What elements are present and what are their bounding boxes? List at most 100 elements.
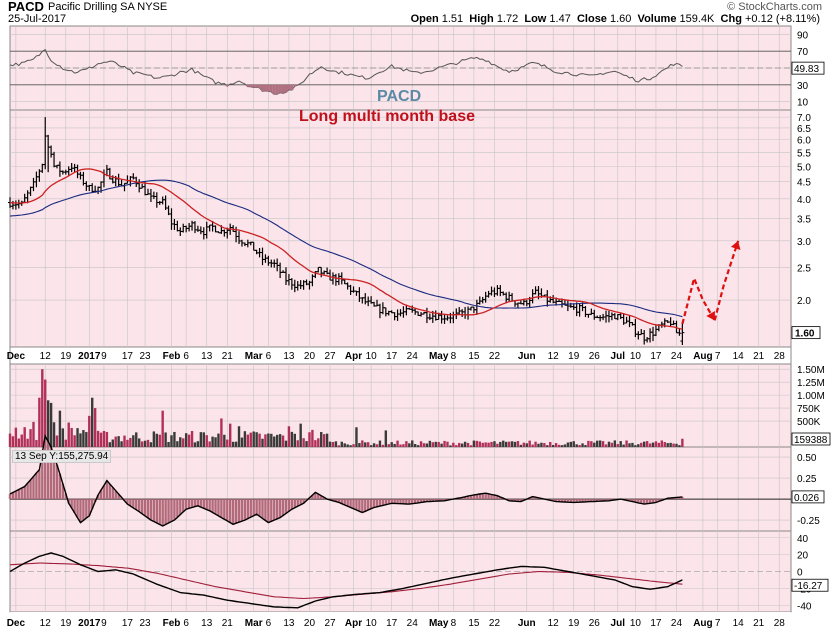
volume-bar bbox=[449, 445, 452, 447]
volume-bar bbox=[390, 442, 393, 447]
volume-bar bbox=[305, 441, 308, 447]
macdl-last-tag bbox=[791, 578, 829, 592]
volume-bar bbox=[46, 400, 50, 447]
date-label-6: 23 bbox=[139, 351, 151, 362]
volume-bar bbox=[179, 437, 182, 447]
volume-bar bbox=[593, 442, 596, 447]
date-label-12: 6 bbox=[266, 351, 272, 362]
volume-bar bbox=[214, 437, 217, 447]
volume-bar bbox=[422, 443, 426, 447]
volume-bar bbox=[17, 438, 21, 447]
volume-bar bbox=[82, 430, 85, 447]
volume-bar bbox=[193, 442, 197, 447]
volume-bar bbox=[364, 442, 367, 447]
volume-bar bbox=[446, 441, 449, 447]
date-label-bottom-25: 12 bbox=[548, 618, 560, 629]
chart-date: 25-Jul-2017 bbox=[8, 13, 67, 25]
price-tick-6: 5.0 bbox=[797, 162, 811, 173]
annotation-note: Long multi month base bbox=[299, 108, 475, 125]
date-label-24: Jun bbox=[518, 351, 536, 362]
date-label-bottom-0: Dec bbox=[7, 618, 26, 629]
date-label-13: 13 bbox=[283, 351, 295, 362]
volume-bar bbox=[258, 433, 261, 447]
date-label-bottom-21: 8 bbox=[451, 618, 457, 629]
volume-bar bbox=[223, 434, 226, 447]
volume-bar bbox=[540, 442, 543, 447]
volume-bar bbox=[38, 397, 41, 447]
volume-bar bbox=[284, 440, 288, 447]
volume-bar bbox=[76, 428, 79, 447]
volume-bar bbox=[590, 441, 593, 447]
volume-bar bbox=[496, 443, 499, 447]
volume-bar bbox=[143, 440, 147, 447]
date-label-19: 24 bbox=[407, 351, 419, 362]
close-label: Close bbox=[576, 13, 607, 25]
volume-bar bbox=[44, 379, 47, 447]
volume-bar bbox=[519, 444, 523, 447]
macd-tick-2: 0.25 bbox=[797, 474, 817, 485]
date-label-bottom-8: 6 bbox=[183, 618, 189, 629]
rsi-tick-1: 30 bbox=[797, 81, 809, 92]
volume-label: Volume bbox=[637, 13, 677, 25]
volume-bar bbox=[176, 441, 179, 447]
rsi-line bbox=[9, 48, 683, 95]
volume-bar bbox=[534, 441, 537, 447]
price-tick-4: 4.0 bbox=[797, 195, 811, 206]
volume-bar bbox=[184, 433, 188, 447]
volume-bar bbox=[440, 443, 443, 447]
close-value: 1.60 bbox=[610, 13, 632, 25]
volume-bar bbox=[487, 442, 490, 447]
volume-bar bbox=[566, 442, 570, 447]
volume-tick-0: 500K bbox=[797, 417, 821, 428]
price-tick-1: 2.5 bbox=[797, 263, 811, 274]
date-label-bottom-29: 10 bbox=[630, 618, 642, 629]
volume-bar bbox=[275, 434, 279, 447]
volume-bar bbox=[619, 441, 622, 447]
date-label-16: Apr bbox=[345, 351, 362, 362]
hover-tooltip: 13 Sep Y:155,275.94 bbox=[12, 450, 112, 463]
volume-bar bbox=[478, 441, 481, 447]
volume-tick-1: 750K bbox=[797, 404, 821, 415]
volume-bar bbox=[666, 443, 669, 447]
volume-bar bbox=[648, 443, 652, 447]
volume-bar bbox=[640, 442, 643, 447]
volume-bar bbox=[431, 442, 434, 447]
volume-bar bbox=[240, 437, 244, 447]
projection-arrowhead-0 bbox=[706, 310, 715, 321]
volume-bar bbox=[243, 431, 247, 447]
volume-bar bbox=[528, 440, 531, 447]
date-label-bottom-7: Feb bbox=[163, 618, 181, 629]
volume-bar bbox=[126, 439, 129, 447]
volume-bar bbox=[675, 443, 678, 447]
volume-bar bbox=[105, 431, 109, 447]
macd-tick-0: -0.25 bbox=[797, 516, 820, 527]
date-label-bottom-2: 19 bbox=[60, 618, 72, 629]
volume-bar bbox=[510, 441, 514, 447]
date-label-bottom-33: 7 bbox=[715, 618, 721, 629]
volume-bar bbox=[164, 432, 167, 447]
volume-bar bbox=[543, 443, 546, 447]
volume-bar bbox=[55, 435, 59, 447]
macd-fast-line bbox=[9, 552, 683, 609]
date-label-bottom-15: 27 bbox=[324, 618, 336, 629]
volume-bar bbox=[35, 439, 38, 447]
volume-bar bbox=[343, 443, 346, 447]
volume-bar bbox=[490, 441, 493, 447]
volume-bar bbox=[167, 441, 170, 447]
date-label-29: 10 bbox=[630, 351, 642, 362]
open-value: 1.51 bbox=[441, 13, 464, 25]
volume-bar bbox=[302, 438, 305, 447]
volume-bar bbox=[187, 434, 191, 447]
volume-bar bbox=[202, 432, 205, 447]
date-label-bottom-9: 13 bbox=[201, 618, 213, 629]
date-label-26: 19 bbox=[568, 351, 580, 362]
volume-bar bbox=[587, 440, 590, 447]
projection-arrow-1 bbox=[713, 240, 740, 321]
price-last-tag bbox=[791, 326, 821, 340]
volume-bar bbox=[64, 439, 67, 447]
volume-bar bbox=[267, 433, 270, 447]
volume-bar bbox=[563, 444, 567, 447]
volume-bar bbox=[270, 433, 273, 447]
date-label-31: 24 bbox=[671, 351, 683, 362]
date-label-34: 14 bbox=[733, 351, 745, 362]
